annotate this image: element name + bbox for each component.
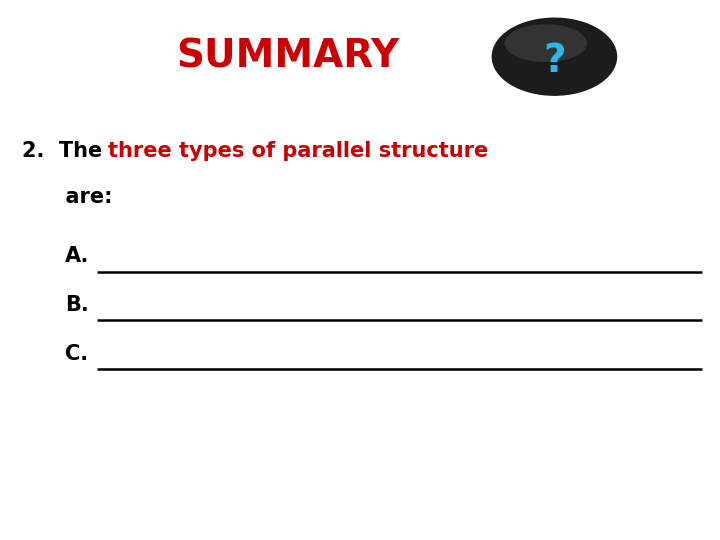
Text: 2.  The: 2. The bbox=[22, 141, 109, 161]
Text: C.: C. bbox=[65, 343, 88, 364]
Text: three types of parallel structure: three types of parallel structure bbox=[108, 141, 488, 161]
Text: A.: A. bbox=[65, 246, 89, 267]
Text: SUMMARY: SUMMARY bbox=[176, 38, 400, 76]
Text: B.: B. bbox=[65, 295, 89, 315]
Text: are:: are: bbox=[22, 187, 112, 207]
Ellipse shape bbox=[492, 18, 616, 95]
Ellipse shape bbox=[505, 25, 586, 62]
Text: ?: ? bbox=[543, 42, 566, 80]
